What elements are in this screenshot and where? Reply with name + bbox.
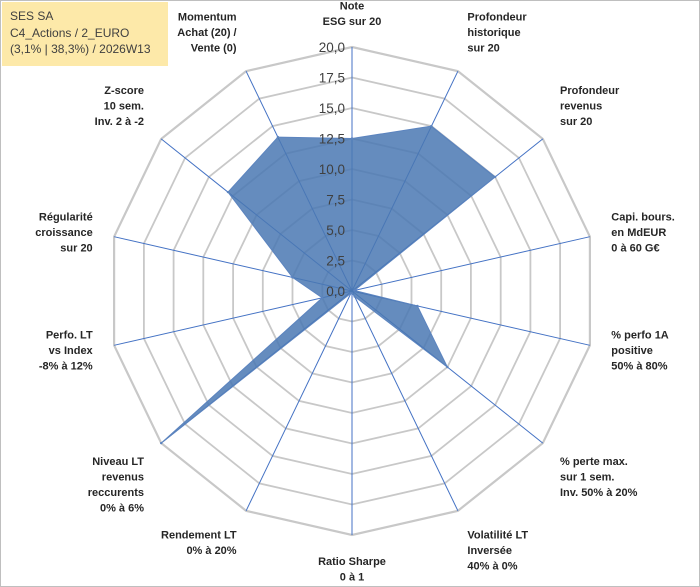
axis-label-line: 40% à 0%	[467, 561, 517, 573]
axis-spoke	[351, 236, 591, 292]
axis-label-line: Inversée	[467, 545, 512, 557]
axis-label-line: en MdEUR	[611, 227, 666, 239]
data-point	[321, 296, 324, 299]
axis-label-line: Note	[340, 1, 364, 13]
tick-label: 12,5	[319, 132, 345, 147]
chart-title-box: SES SA C4_Actions / 2_EURO (3,1% | 38,3%…	[2, 2, 168, 66]
axis-label: Perfo. LT vs Index -8% à 12%	[39, 330, 94, 373]
data-point	[160, 441, 163, 445]
axis-label-line: Capi. bours.	[611, 211, 675, 223]
axis-spoke	[245, 290, 353, 512]
axis-label-line: 0% à 6%	[100, 502, 144, 514]
data-point	[416, 304, 419, 308]
axis-label: Capi. bours. en MdEUR 0 à 60 G€	[611, 211, 675, 254]
axis-label-line: Niveau LT	[92, 456, 144, 468]
axis-label-line: -8% à 12%	[39, 361, 93, 373]
tick-label: 15,0	[319, 101, 345, 116]
axis-label-line: Ratio Sharpe	[318, 556, 386, 568]
tick-label: 2,5	[326, 254, 345, 269]
axis-label: Régularité croissance sur 20	[35, 211, 92, 254]
axis-label-line: 10 sem.	[104, 101, 144, 113]
axis-label-line: sur 20	[467, 42, 499, 54]
axis-label-line: Momentum	[178, 11, 237, 23]
data-point	[226, 190, 230, 194]
axis-label-line: 0% à 20%	[186, 545, 236, 557]
axis-label-line: Profondeur	[467, 11, 527, 23]
axis-spoke	[351, 290, 459, 512]
axis-label-line: Achat (20) /	[177, 27, 236, 39]
data-point	[349, 292, 353, 295]
data-point	[446, 365, 449, 369]
axis-label-line: sur 1 sem.	[560, 471, 614, 483]
axis-label-line: % perfo 1A	[611, 330, 669, 342]
axis-label: Ratio Sharpe 0 à 1	[318, 556, 386, 584]
axis-label-line: Vente (0)	[191, 42, 237, 54]
axis-label-line: revenus	[102, 471, 144, 483]
data-point	[353, 289, 356, 292]
axis-label-line: sur 20	[560, 116, 592, 128]
axis-label: Momentum Achat (20) / Vente (0)	[177, 11, 237, 54]
axis-label: Profondeur revenus sur 20	[560, 85, 620, 128]
data-point	[353, 295, 356, 298]
axis-label-line: Inv. 2 à -2	[95, 116, 144, 128]
axis-label-line: Rendement LT	[161, 530, 237, 542]
axis-label-line: Régularité	[39, 211, 93, 223]
data-point	[350, 137, 354, 140]
chart-title-company: SES SA	[10, 9, 54, 23]
axis-label-line: vs Index	[49, 345, 94, 357]
axis-label: Profondeur historique sur 20	[467, 11, 527, 54]
tick-label: 5,0	[326, 223, 345, 238]
axis-label-line: Perfo. LT	[46, 330, 93, 342]
axis-label-line: ESG sur 20	[323, 16, 382, 28]
axis-label-line: Inv. 50% à 20%	[560, 487, 638, 499]
tick-label: 0,0	[326, 284, 345, 299]
data-point	[430, 124, 433, 128]
axis-label: % perte max. sur 1 sem. Inv. 50% à 20%	[560, 456, 638, 499]
axis-label-line: sur 20	[60, 242, 92, 254]
axis-label: Volatilité LT Inversée 40% à 0%	[467, 530, 528, 573]
data-point	[493, 175, 497, 179]
tick-label: 20,0	[319, 40, 345, 55]
axis-label-line: Z-score	[104, 85, 144, 97]
axis-label-line: positive	[611, 345, 653, 357]
axis-label-line: historique	[467, 27, 520, 39]
axis-label-line: reccurents	[88, 487, 144, 499]
axis-label: Note ESG sur 20	[323, 1, 382, 29]
axis-label-line: 0 à 1	[340, 572, 364, 584]
axis-label: Rendement LT 0% à 20%	[161, 530, 237, 558]
axis-spoke	[113, 290, 353, 346]
axis-label: Z-score 10 sem. Inv. 2 à -2	[95, 85, 144, 128]
tick-label: 7,5	[326, 193, 345, 208]
axis-label: Niveau LT revenus reccurents 0% à 6%	[88, 456, 145, 515]
axis-label-line: 0 à 60 G€	[611, 242, 659, 254]
chart-title-period: (3,1% | 38,3%) / 2026W13	[10, 42, 151, 56]
axis-label: % perfo 1A positive 50% à 80%	[611, 330, 669, 373]
axis-label-line: revenus	[560, 101, 602, 113]
axis-label-line: croissance	[35, 227, 92, 239]
axis-label-line: Profondeur	[560, 85, 620, 97]
axis-label-line: 50% à 80%	[611, 361, 667, 373]
tick-label: 10,0	[319, 162, 345, 177]
data-point	[291, 276, 294, 279]
axis-label-line: % perte max.	[560, 456, 628, 468]
tick-label: 17,5	[319, 71, 345, 86]
data-point	[276, 135, 280, 139]
chart-title-category: C4_Actions / 2_EURO	[10, 25, 130, 40]
axis-label-line: Volatilité LT	[467, 530, 528, 542]
